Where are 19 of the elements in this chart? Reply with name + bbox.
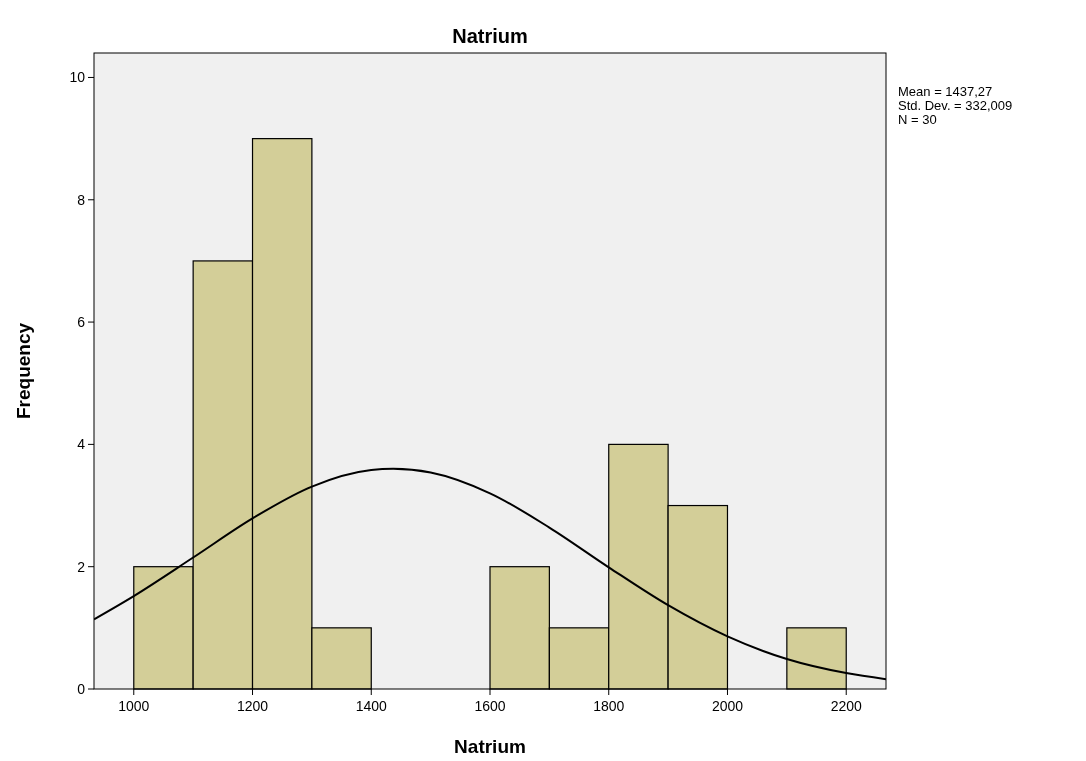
y-tick-label: 4 (77, 436, 86, 453)
x-tick-label: 2000 (711, 698, 744, 714)
text: N = 30 (898, 112, 937, 127)
x-tick-label: 1200 (236, 698, 269, 714)
x-axis-title: Natrium (454, 736, 526, 757)
y-axis-title: Frequency (13, 322, 34, 420)
text: Mean = 1437,27 (898, 84, 993, 99)
chart-title: Natrium (452, 25, 528, 47)
y-tick-label: 6 (77, 314, 86, 331)
x-tick-label: 1400 (355, 698, 388, 714)
x-tick-label: 1600 (474, 698, 506, 714)
x-tick-label: 1000 (118, 698, 150, 714)
y-tick-label: 8 (77, 191, 86, 208)
y-tick-label: 0 (77, 681, 86, 697)
y-tick-label: 10 (69, 69, 86, 86)
x-tick-label: 2200 (830, 698, 862, 714)
y-tick-label: 2 (77, 558, 86, 575)
text: Std. Dev. = 332,009 (898, 98, 1013, 113)
x-tick-label: 1800 (593, 698, 625, 714)
